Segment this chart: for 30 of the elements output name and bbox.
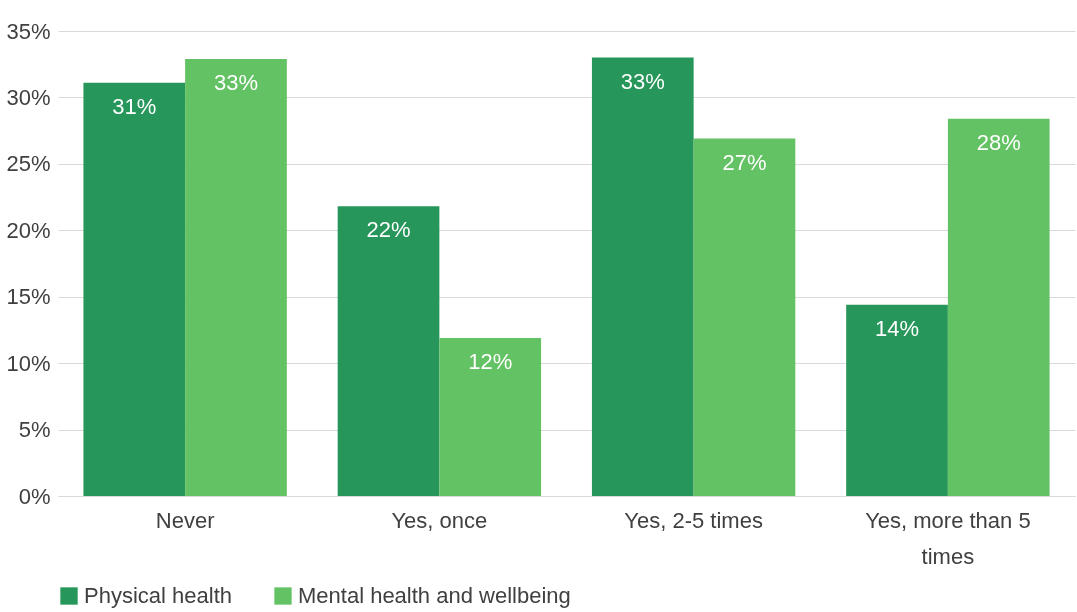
- bar: [337, 206, 440, 496]
- legend-label: Physical health: [84, 583, 232, 608]
- y-tick-label: 15%: [6, 284, 51, 310]
- data-label: 31%: [112, 93, 157, 119]
- data-label: 14%: [875, 315, 920, 341]
- y-tick-label: 0%: [18, 483, 51, 509]
- legend-label: Mental health and wellbeing: [298, 583, 571, 608]
- bar: [439, 337, 542, 496]
- y-tick-label: 35%: [6, 18, 51, 44]
- y-tick-label: 5%: [18, 417, 51, 443]
- bar: [83, 82, 186, 496]
- data-label: 33%: [213, 69, 258, 95]
- bar: [185, 58, 287, 496]
- x-tick-label: Yes, 2-5 times: [624, 507, 763, 533]
- y-tick-label: 10%: [6, 350, 51, 376]
- x-tick-label: Never: [155, 507, 215, 533]
- x-tick-label: Yes, once: [391, 507, 488, 533]
- x-tick-label: Yes, more than 5 times: [865, 507, 1031, 569]
- y-tick-label: 25%: [6, 151, 51, 177]
- data-label: 33%: [620, 68, 665, 94]
- data-label: 27%: [722, 149, 767, 175]
- data-label: 28%: [976, 129, 1021, 155]
- bar: [693, 138, 796, 496]
- data-label: 22%: [366, 217, 411, 243]
- y-tick-label: 20%: [6, 217, 51, 243]
- bar: [591, 57, 694, 496]
- bar: [846, 304, 948, 496]
- data-label: 12%: [468, 348, 513, 374]
- y-tick-label: 30%: [6, 84, 51, 110]
- bar: [947, 118, 1050, 496]
